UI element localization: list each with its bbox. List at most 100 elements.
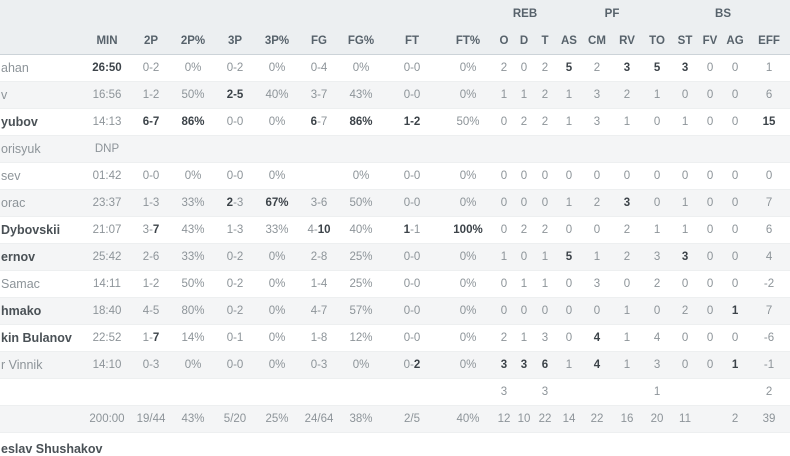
column-header-eff: EFF xyxy=(748,27,790,55)
stat-cell-st: 0 xyxy=(672,81,699,109)
stat-cell-st: 0 xyxy=(672,162,699,190)
stat-cell-st: 3 xyxy=(672,243,699,271)
stat-cell-fv: 0 xyxy=(698,81,723,109)
stat-cell-t: 2 xyxy=(534,81,556,109)
stat-cell-fg: 4-10 xyxy=(298,216,340,244)
stat-cell-2p: 1-7 xyxy=(130,324,172,352)
stat-cell-ag: 0 xyxy=(722,189,749,217)
stat-cell-cm: 2 xyxy=(582,54,612,82)
stat-cell-3ppct: 0% xyxy=(256,324,298,352)
stat-cell-as xyxy=(556,378,582,406)
stat-cell-min: 23:37 xyxy=(84,189,130,217)
stat-cell-d: 3 xyxy=(514,351,534,379)
stat-cell-min: 18:40 xyxy=(84,297,130,325)
stat-cell-fv: 0 xyxy=(698,243,723,271)
stat-cell-3p: 0-2 xyxy=(214,54,256,82)
stat-cell-ftpct: 0% xyxy=(442,81,494,109)
stat-cell-min: 26:50 xyxy=(84,54,130,82)
player-row: r Vinnik 14:10 0-3 0% 0-0 0% 0-3 0% 0-2 0% 3 3 6 1 4 1 3… xyxy=(0,351,790,379)
stat-cell-2ppct xyxy=(172,378,214,406)
stat-cell-2ppct xyxy=(172,135,214,163)
stat-cell-t: 22 xyxy=(534,405,556,433)
stat-cell-st: 0 xyxy=(672,351,699,379)
column-header-3p: 3P xyxy=(214,27,256,55)
box-score-body: ahan 26:50 0-2 0% 0-2 0% 0-4 0% 0-0 0% 2 0 2 5 2 3 5 3 0 0 1… xyxy=(0,54,790,433)
stat-cell-fgpct: 0% xyxy=(340,351,382,379)
stat-cell-as: 1 xyxy=(556,189,582,217)
stat-cell-fv: 0 xyxy=(698,216,723,244)
stat-cell-ft: 0-0 xyxy=(382,243,442,271)
stat-cell-cm: 2 xyxy=(582,189,612,217)
stat-cell-3ppct xyxy=(256,135,298,163)
stat-cell-fgpct: 86% xyxy=(340,108,382,136)
stat-cell-fgpct: 25% xyxy=(340,243,382,271)
stat-cell-to: 0 xyxy=(642,108,673,136)
column-header-fg: FG xyxy=(298,27,340,55)
stat-cell-d: 10 xyxy=(514,405,534,433)
stat-cell-ft: 0-0 xyxy=(382,189,442,217)
stat-cell-d: 0 xyxy=(514,243,534,271)
stat-cell-ftpct: 40% xyxy=(442,405,494,433)
stat-cell-ft xyxy=(382,135,442,163)
stat-cell-3p xyxy=(214,378,256,406)
stat-cell-ft: 0-0 xyxy=(382,297,442,325)
stat-cell-t: 1 xyxy=(534,243,556,271)
stat-cell-to: 1 xyxy=(642,81,673,109)
coach-name: eslav Shushakov xyxy=(1,442,103,456)
stat-cell-fg: 3-6 xyxy=(298,189,340,217)
stat-group-spacer xyxy=(0,0,494,27)
stat-cell-3ppct: 0% xyxy=(256,297,298,325)
stat-cell-o: 0 xyxy=(494,216,514,244)
stat-cell-fv xyxy=(698,135,723,163)
stat-cell-to: 3 xyxy=(642,243,673,271)
stat-cell-eff: 6 xyxy=(748,81,790,109)
player-name-cell: ahan xyxy=(0,54,84,82)
stat-cell-d: 0 xyxy=(514,189,534,217)
player-row: sev 01:42 0-0 0% 0-0 0% 0% 0-0 0% 0 0 0 0 0 0 0 0 0 0 0 xyxy=(0,162,790,190)
stat-cell-ftpct: 0% xyxy=(442,189,494,217)
stat-cell-o: 0 xyxy=(494,297,514,325)
stat-cell-as: 0 xyxy=(556,216,582,244)
column-header-3ppct: 3P% xyxy=(256,27,298,55)
box-score-table: REB PF BS MIN 2P 2P% 3P 3P% FG FG% FT FT% O D T AS CM RV… xyxy=(0,0,790,433)
stat-cell-3p: 0-2 xyxy=(214,243,256,271)
column-header-ft: FT xyxy=(382,27,442,55)
stat-cell-min: 200:00 xyxy=(84,405,130,433)
stat-cell-ftpct xyxy=(442,378,494,406)
stat-cell-fv: 0 xyxy=(698,351,723,379)
stat-cell-2ppct: 50% xyxy=(172,81,214,109)
stat-cell-ftpct: 50% xyxy=(442,108,494,136)
stat-cell-rv: 1 xyxy=(612,297,643,325)
stat-cell-d xyxy=(514,378,534,406)
stat-cell-to: 0 xyxy=(642,162,673,190)
stat-cell-2p: 1-2 xyxy=(130,81,172,109)
stat-cell-st: 2 xyxy=(672,297,699,325)
stat-cell-fv: 0 xyxy=(698,54,723,82)
stat-cell-3ppct: 0% xyxy=(256,54,298,82)
stat-cell-2ppct: 0% xyxy=(172,54,214,82)
stat-cell-st: 3 xyxy=(672,54,699,82)
column-header-2p: 2P xyxy=(130,27,172,55)
stat-cell-ftpct: 0% xyxy=(442,54,494,82)
stat-cell-ag: 0 xyxy=(722,81,749,109)
stat-cell-ftpct: 0% xyxy=(442,351,494,379)
stat-cell-ft: 0-0 xyxy=(382,162,442,190)
stat-cell-ag: 0 xyxy=(722,108,749,136)
stat-cell-ft: 1-2 xyxy=(382,108,442,136)
stat-cell-ag xyxy=(722,135,749,163)
stat-cell-3p xyxy=(214,135,256,163)
stat-cell-fg: 6-7 xyxy=(298,108,340,136)
stat-cell-rv: 2 xyxy=(612,81,643,109)
stat-cell-ft: 2/5 xyxy=(382,405,442,433)
stat-cell-o: 0 xyxy=(494,189,514,217)
stat-cell-fgpct: 0% xyxy=(340,162,382,190)
stat-cell-min: 14:13 xyxy=(84,108,130,136)
stat-group-bs: BS xyxy=(698,0,749,27)
stat-cell-2p: 0-2 xyxy=(130,54,172,82)
stat-cell-2ppct: 33% xyxy=(172,243,214,271)
stat-cell-as: 0 xyxy=(556,297,582,325)
stat-cell-rv: 3 xyxy=(612,189,643,217)
stat-cell-2p: 2-6 xyxy=(130,243,172,271)
column-header-as: AS xyxy=(556,27,582,55)
